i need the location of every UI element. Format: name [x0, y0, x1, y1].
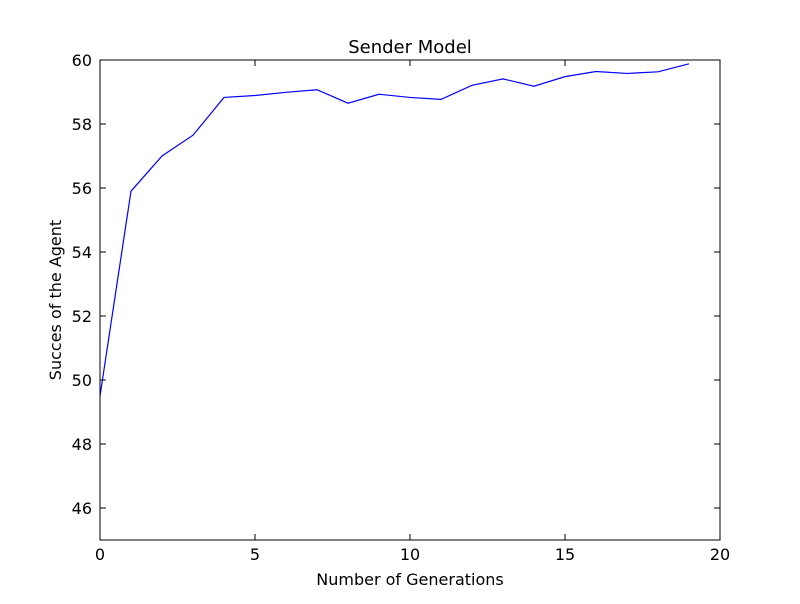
x-tick-label: 20 — [710, 545, 730, 564]
y-tick-label: 52 — [72, 307, 92, 326]
y-tick-label: 54 — [72, 243, 92, 262]
x-tick-label: 0 — [95, 545, 105, 564]
y-tick-label: 48 — [72, 435, 92, 454]
y-axis-label: Succes of the Agent — [46, 220, 65, 380]
y-tick-label: 60 — [72, 51, 92, 70]
y-tick-label: 46 — [72, 499, 92, 518]
y-tick-label: 58 — [72, 115, 92, 134]
x-tick-label: 15 — [555, 545, 575, 564]
axes-frame — [99, 59, 721, 541]
x-tick-label: 5 — [250, 545, 260, 564]
plot-area: 0 5 10 15 20 46 48 50 52 54 56 58 60 — [72, 51, 731, 564]
x-axis-label: Number of Generations — [316, 570, 503, 589]
series-line-0 — [100, 63, 690, 397]
y-tick-label: 50 — [72, 371, 92, 390]
chart-title: Sender Model — [348, 37, 472, 58]
y-tick-label: 56 — [72, 179, 92, 198]
x-tick-label: 10 — [400, 545, 420, 564]
